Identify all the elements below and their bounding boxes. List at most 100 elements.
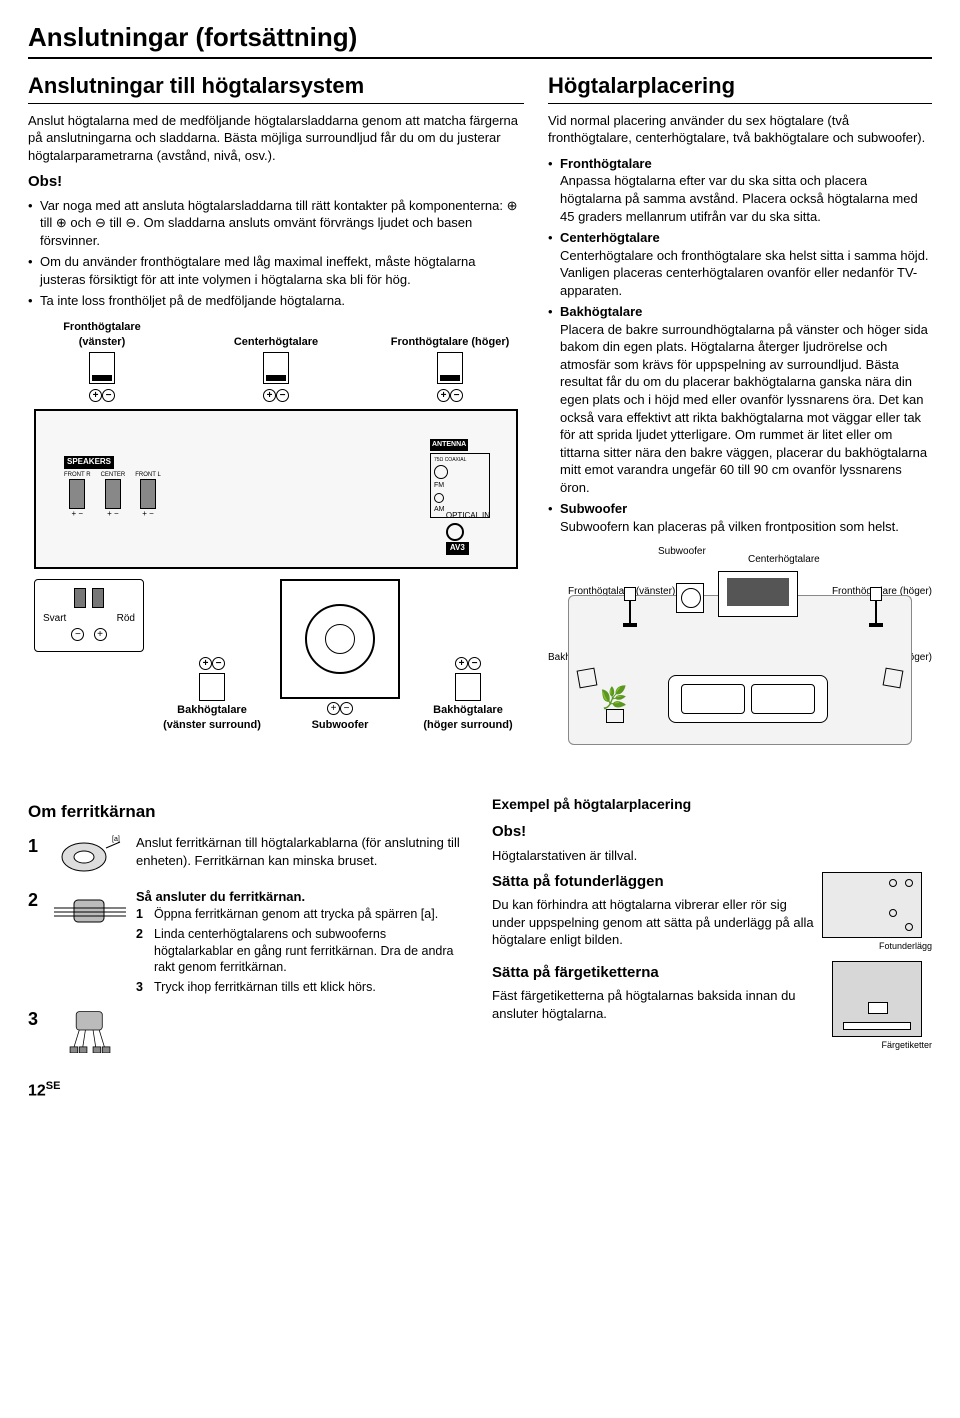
ferrite-intro: Anslut ferritkärnan till högtalarkablarn… xyxy=(136,834,468,869)
obs-body2: Högtalarstativen är tillval. xyxy=(492,847,932,865)
ferrite-step1-icon: [a] xyxy=(54,834,126,880)
terminal-icon xyxy=(140,479,156,509)
left-column: Anslutningar till högtalarsystem Anslut … xyxy=(28,71,524,755)
plant-icon xyxy=(600,683,630,723)
sofa-icon xyxy=(668,675,828,723)
page-number: 12SE xyxy=(28,1079,932,1102)
footpad-illustration: Fotunderlägg xyxy=(822,872,932,952)
front-right-speaker-label: Fronthögtalare (höger) +− xyxy=(390,335,510,403)
back-right-speaker: +− Bakhögtalare (höger surround) xyxy=(418,655,518,733)
ferrite-steps: Öppna ferritkärnan genom att trycka på s… xyxy=(136,906,468,996)
page-num-value: 12 xyxy=(28,1083,46,1100)
item-title: Centerhögtalare xyxy=(560,229,932,247)
am-jack-icon xyxy=(434,493,444,503)
placement-list: FronthögtalareAnpassa högtalarna efter v… xyxy=(548,155,932,535)
front-left-speaker-label: Fronthögtalare (vänster) +− xyxy=(42,320,162,403)
item-body: Subwoofern kan placeras på vilken frontp… xyxy=(560,519,899,534)
color-label-illustration: Färgetiketter xyxy=(832,961,932,1051)
label-text: Bakhögtalare (vänster surround) xyxy=(163,704,261,731)
fm-jack-icon xyxy=(434,465,448,479)
right-heading: Högtalarplacering xyxy=(548,71,932,104)
speaker-icon xyxy=(199,673,225,701)
obs-heading: Obs! xyxy=(28,172,524,192)
room-layout-diagram: Subwoofer Centerhögtalare Fronthögtalare… xyxy=(548,545,932,755)
back-panel-diagram: SPEAKERS FRONT R+ − CENTER+ − FRONT L+ −… xyxy=(34,409,518,569)
av3-label: AV3 xyxy=(446,542,469,555)
room-speaker-stand-icon xyxy=(870,587,882,627)
item-body: Centerhögtalare och fronthögtalare ska h… xyxy=(560,248,929,298)
footpad-caption: Fotunderlägg xyxy=(822,940,932,952)
term-label: FRONT L xyxy=(135,471,161,479)
ferrite-section: Om ferritkärnan 1 [a] Anslut ferritkärna… xyxy=(28,795,468,1061)
coax-label: 75Ω COAXIAL xyxy=(434,457,486,464)
placement-item: FronthögtalareAnpassa högtalarna efter v… xyxy=(548,155,932,225)
label-text: Fronthögtalare (vänster) xyxy=(63,321,141,348)
left-intro: Anslut högtalarna med de medföljande hög… xyxy=(28,112,524,165)
label-text: Bakhögtalare (höger surround) xyxy=(423,704,512,731)
antenna-label: ANTENNA xyxy=(430,439,468,450)
plug-icon xyxy=(74,588,86,608)
color-label-caption: Färgetiketter xyxy=(832,1039,932,1051)
obs-list: Var noga med att ansluta högtalarsladdar… xyxy=(28,197,524,310)
subwoofer-label: Subwoofer xyxy=(280,718,400,733)
ferrite-step3-icon xyxy=(54,1007,126,1053)
example-title: Exempel på högtalarplacering xyxy=(492,795,932,814)
page-suffix: SE xyxy=(46,1080,61,1092)
example-section: Exempel på högtalarplacering Obs! Högtal… xyxy=(492,795,932,1061)
left-heading: Anslutningar till högtalarsystem xyxy=(28,71,524,104)
label-text: Fronthögtalare (höger) xyxy=(391,336,510,348)
rod-label: Röd xyxy=(117,612,135,626)
item-title: Bakhögtalare xyxy=(560,303,932,321)
obs-title2: Obs! xyxy=(492,822,932,842)
subwoofer-icon xyxy=(280,579,400,699)
ferrite-title: Om ferritkärnan xyxy=(28,801,468,824)
room-c-label: Centerhögtalare xyxy=(748,553,820,567)
term-label: FRONT R xyxy=(64,471,91,479)
speakers-label: SPEAKERS xyxy=(64,456,114,469)
step-number: 1 xyxy=(28,834,44,858)
back-left-speaker: +− Bakhögtalare (vänster surround) xyxy=(162,655,262,733)
right-intro: Vid normal placering använder du sex hög… xyxy=(548,112,932,147)
ferrite-step: Tryck ihop ferritkärnan tills ett klick … xyxy=(136,979,468,996)
polarity-icon: +− xyxy=(216,386,336,404)
obs-item: Ta inte loss fronthöljet på de medföljan… xyxy=(28,292,524,310)
polarity-icon: +− xyxy=(42,386,162,404)
placement-item: CenterhögtalareCenterhögtalare och front… xyxy=(548,229,932,299)
plug-color-callout: Svart Röd − + xyxy=(34,579,144,651)
ferrite-step: Linda centerhögtalarens och subwooferns … xyxy=(136,926,468,977)
step-number: 2 xyxy=(28,888,44,912)
page-title: Anslutningar (fortsättning) xyxy=(28,20,932,59)
svart-label: Svart xyxy=(43,612,66,626)
placement-item: BakhögtalarePlacera de bakre surroundhög… xyxy=(548,303,932,496)
ferrite-step: Öppna ferritkärnan genom att trycka på s… xyxy=(136,906,468,923)
speaker-icon xyxy=(455,673,481,701)
room-rear-speaker-icon xyxy=(883,668,904,689)
room-rear-speaker-icon xyxy=(577,668,598,689)
speakers-terminal-block: SPEAKERS FRONT R+ − CENTER+ − FRONT L+ − xyxy=(64,451,184,520)
plug-icon xyxy=(92,588,104,608)
item-title: Subwoofer xyxy=(560,500,932,518)
polarity-icon: +− xyxy=(390,386,510,404)
room-sw-label: Subwoofer xyxy=(658,545,706,559)
terminal-icon xyxy=(105,479,121,509)
obs-item: Om du använder fronthögtalare med låg ma… xyxy=(28,253,524,288)
optical-jack-icon xyxy=(446,523,464,541)
connection-diagram: Fronthögtalare (vänster) +− Centerhögtal… xyxy=(28,320,524,733)
step-number: 3 xyxy=(28,1007,44,1031)
item-body: Anpassa högtalarna efter var du ska sitt… xyxy=(560,173,918,223)
ferrite-step2-icon xyxy=(54,888,126,934)
term-label: CENTER xyxy=(101,471,126,479)
placement-item: SubwooferSubwoofern kan placeras på vilk… xyxy=(548,500,932,535)
optical-label: OPTICAL IN xyxy=(446,511,490,522)
speaker-icon xyxy=(437,352,463,384)
speaker-icon xyxy=(263,352,289,384)
fm-label: FM xyxy=(434,481,486,490)
label-text: Centerhögtalare xyxy=(234,336,318,348)
item-body: Placera de bakre surroundhögtalarna på v… xyxy=(560,322,928,495)
ferrite-how-title: Så ansluter du ferritkärnan. xyxy=(136,888,468,906)
room-speaker-stand-icon xyxy=(624,587,636,627)
center-speaker-label: Centerhögtalare +− xyxy=(216,335,336,403)
tv-icon xyxy=(718,571,798,617)
terminal-icon xyxy=(69,479,85,509)
item-title: Fronthögtalare xyxy=(560,155,932,173)
